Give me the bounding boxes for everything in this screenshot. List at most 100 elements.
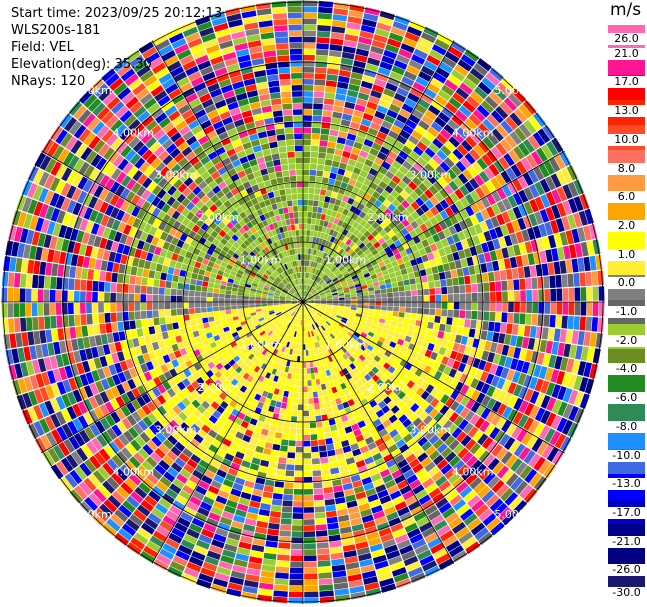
velocity-gate	[315, 360, 321, 367]
velocity-gate	[394, 252, 402, 260]
velocity-gate	[385, 334, 393, 341]
velocity-gate	[500, 367, 510, 379]
velocity-gate	[67, 290, 74, 302]
velocity-gate	[465, 541, 481, 555]
velocity-gate	[308, 187, 315, 194]
velocity-gate	[424, 189, 434, 199]
velocity-gate	[465, 193, 475, 205]
velocity-gate	[480, 208, 490, 221]
velocity-gate	[146, 294, 153, 302]
velocity-gate	[495, 365, 504, 377]
velocity-gate	[352, 367, 360, 375]
velocity-gate	[304, 313, 306, 320]
velocity-gate	[396, 114, 408, 124]
velocity-gate	[326, 147, 335, 155]
velocity-gate	[475, 244, 484, 255]
velocity-gate	[510, 458, 523, 472]
velocity-gate	[538, 425, 551, 440]
velocity-gate	[293, 386, 299, 392]
velocity-gate	[296, 306, 300, 312]
velocity-gate	[340, 156, 349, 164]
velocity-gate	[337, 325, 344, 330]
velocity-gate	[281, 512, 292, 519]
velocity-gate	[383, 258, 391, 265]
velocity-gate	[368, 95, 380, 105]
velocity-gate	[542, 236, 551, 250]
velocity-gate	[305, 291, 308, 297]
velocity-gate	[304, 307, 308, 314]
velocity-gate	[255, 380, 262, 388]
velocity-gate	[387, 150, 398, 160]
velocity-gate	[330, 324, 336, 330]
velocity-gate	[255, 304, 261, 308]
velocity-gate	[345, 255, 352, 262]
velocity-gate	[355, 491, 367, 500]
velocity-gate	[454, 370, 463, 381]
velocity-gate	[460, 122, 473, 135]
velocity-gate	[449, 214, 459, 225]
velocity-gate	[294, 476, 303, 483]
velocity-gate	[501, 511, 517, 526]
velocity-gate	[298, 392, 303, 399]
velocity-gate	[312, 391, 319, 398]
velocity-gate	[313, 316, 318, 322]
velocity-gate	[294, 464, 303, 471]
velocity-gate	[445, 540, 461, 553]
velocity-gate	[537, 128, 551, 144]
velocity-gate	[441, 294, 448, 302]
velocity-gate	[487, 352, 496, 363]
velocity-gate	[392, 286, 399, 293]
velocity-gate	[303, 254, 306, 260]
velocity-gate	[456, 326, 464, 336]
velocity-gate	[360, 508, 372, 518]
velocity-gate	[385, 283, 392, 289]
velocity-gate	[339, 200, 347, 209]
velocity-gate	[440, 383, 450, 394]
velocity-gate	[116, 293, 123, 302]
velocity-gate	[377, 194, 386, 204]
velocity-gate	[200, 528, 215, 539]
velocity-gate	[328, 229, 335, 236]
velocity-gate	[319, 307, 326, 311]
velocity-gate	[360, 425, 369, 434]
velocity-gate	[303, 519, 315, 525]
velocity-gate	[489, 291, 496, 302]
velocity-gate	[288, 440, 296, 447]
velocity-gate	[329, 540, 342, 548]
velocity-gate	[330, 467, 340, 475]
velocity-gate	[327, 248, 333, 255]
velocity-gate	[363, 482, 375, 491]
velocity-gate	[1, 271, 9, 287]
velocity-gate	[336, 314, 343, 319]
velocity-gates	[1, 0, 605, 604]
velocity-gate	[344, 216, 351, 224]
velocity-gate	[463, 490, 477, 503]
velocity-gate	[429, 195, 440, 206]
velocity-gate	[501, 77, 516, 92]
velocity-gate	[378, 336, 386, 343]
velocity-gate	[324, 337, 330, 344]
velocity-gate	[316, 427, 324, 434]
velocity-gate	[364, 526, 378, 535]
velocity-gate	[318, 572, 332, 579]
velocity-gate	[162, 515, 177, 527]
velocity-gate	[568, 389, 579, 405]
velocity-gate	[259, 382, 267, 390]
velocity-gate	[296, 440, 303, 447]
velocity-gate	[377, 151, 387, 161]
velocity-gate	[381, 241, 389, 250]
velocity-gate	[218, 302, 225, 307]
velocity-gate	[381, 405, 391, 414]
velocity-gate	[15, 257, 23, 273]
velocity-gate	[333, 442, 342, 450]
velocity-gate	[340, 181, 348, 190]
velocity-gate	[321, 283, 327, 288]
velocity-gate	[312, 464, 321, 471]
velocity-gate	[226, 499, 238, 509]
velocity-gate	[374, 199, 383, 208]
velocity-gate	[86, 291, 92, 302]
velocity-gate	[442, 485, 455, 497]
velocity-gate	[556, 202, 567, 217]
velocity-gate	[376, 566, 391, 576]
velocity-gate	[203, 523, 217, 533]
